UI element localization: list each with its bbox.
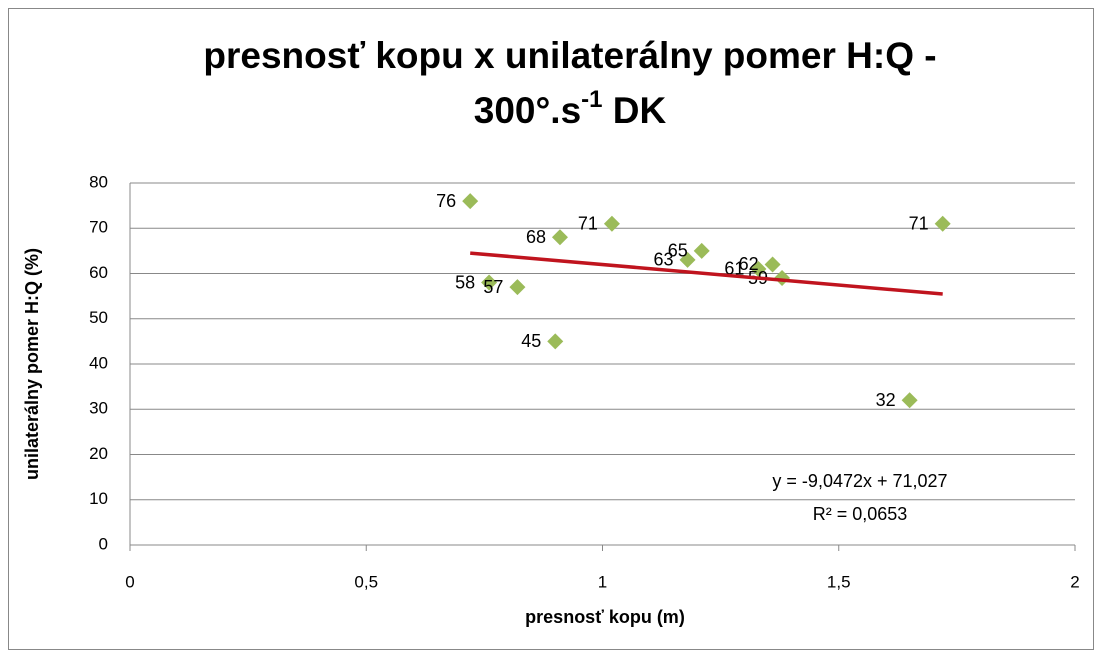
y-tick-label: 30 [89,399,108,418]
x-axis-label: presnosť kopu (m) [525,607,685,627]
data-point [901,392,918,409]
x-tick-label: 0 [125,572,134,591]
y-tick-label: 0 [99,534,108,553]
data-label: 45 [521,331,541,351]
chart-frame [8,8,1094,650]
y-tick-label: 70 [89,218,108,237]
y-tick-label: 40 [89,353,108,372]
y-tick-label: 20 [89,444,108,463]
trendline [470,251,943,296]
data-point [693,242,710,259]
title-part: DK [603,90,667,131]
y-tick-label: 80 [89,172,108,191]
title-superscript: -1 [581,86,602,113]
data-point [551,229,568,246]
x-tick-label: 1 [598,572,607,591]
data-point [679,251,696,268]
title-part: 300°.s [474,90,581,131]
chart-title: presnosť kopu x unilaterálny pomer H:Q - [203,35,936,76]
data-label: 65 [668,241,688,261]
data-point [481,274,498,291]
y-tick-label: 50 [89,308,108,327]
data-point [509,279,526,296]
y-tick-label: 10 [89,489,108,508]
data-point [764,256,781,273]
chart-title-line2: 300°.s-1 DK [474,86,667,130]
trendline-r2: R² = 0,0653 [813,504,908,524]
x-tick-label: 2 [1070,572,1079,591]
data-label: 63 [654,250,674,270]
y-axis-label: unilaterálny pomer H:Q (%) [22,248,42,480]
x-tick-label: 0,5 [354,572,378,591]
data-label: 76 [436,191,456,211]
data-point [603,215,620,232]
trendline-equation: y = -9,0472x + 71,027 [772,471,947,491]
x-tick-label: 1,5 [827,572,851,591]
data-point [750,260,767,277]
data-label: 68 [526,227,546,247]
data-point [934,215,951,232]
data-label: 61 [724,259,744,279]
y-tick-label: 60 [89,263,108,282]
data-label: 71 [578,213,598,233]
data-label: 71 [909,213,929,233]
data-point [462,193,479,210]
data-label: 57 [483,277,503,297]
data-point [547,333,564,350]
data-label: 32 [876,390,896,410]
data-label: 58 [455,272,475,292]
data-label: 62 [739,254,759,274]
